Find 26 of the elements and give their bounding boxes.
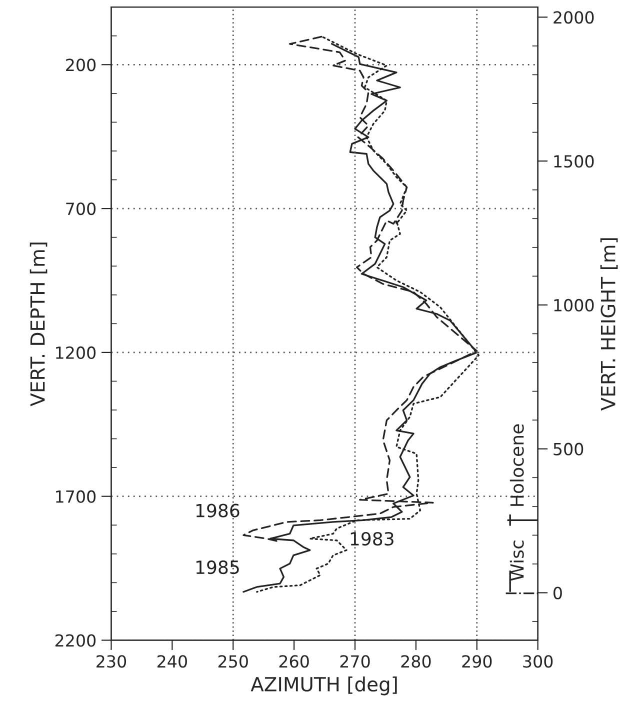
x-tick-label: 230 [96,655,126,668]
y-tick-label: 2200 [55,634,96,647]
y-tick-label: 1200 [56,346,96,360]
annotation: Wisc [510,540,524,581]
series-label: 1985 [196,560,239,574]
y-axis-title: VERT. DEPTH [m] [30,242,48,406]
x-tick-label: 250 [218,655,248,668]
y2-tick-label: 1000 [554,298,594,312]
x-tick-label: 240 [157,655,187,668]
y-tick-label: 200 [66,58,96,72]
x-tick-label: 260 [279,655,309,668]
y-tick-label: 700 [66,202,96,216]
y2-tick-label: 500 [554,442,584,456]
x-axis-title: AZIMUTH [deg] [250,676,397,696]
y2-axis-title: VERT. HEIGHT [m] [600,238,618,411]
series-label: 1983 [350,532,394,546]
y2-tick-label: 1500 [554,155,594,168]
x-tick-label: 270 [340,655,370,668]
annotation: Holocene [510,424,524,506]
x-tick-label: 280 [401,655,431,668]
series-label: 1986 [196,504,240,518]
x-tick-label: 300 [523,655,553,668]
y-tick-label: 1700 [56,490,96,503]
y2-tick-label: 0 [554,586,562,600]
x-tick-label: 290 [462,655,492,668]
y2-tick-label: 2000 [554,11,594,24]
